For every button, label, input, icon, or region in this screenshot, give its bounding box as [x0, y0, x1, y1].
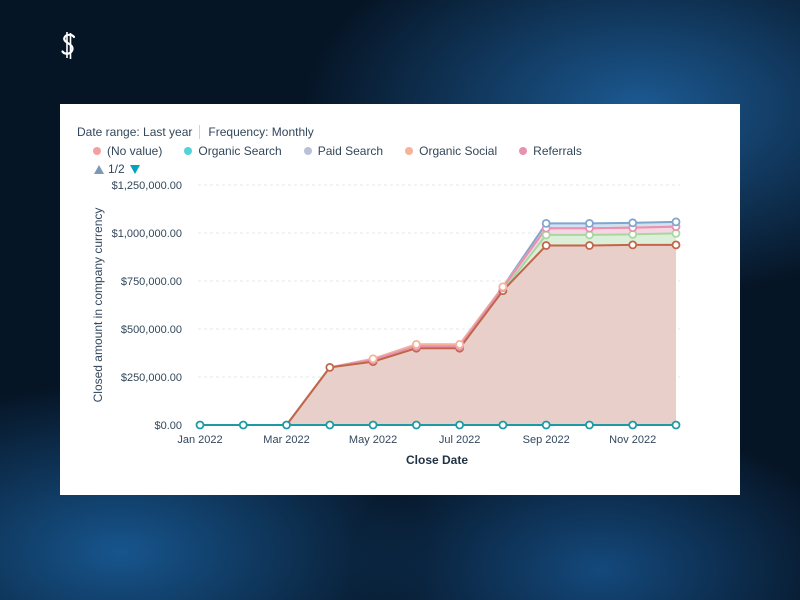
data-point [195, 420, 205, 430]
legend-dot [93, 147, 101, 155]
data-point [498, 282, 508, 292]
dollar-logo-icon [61, 32, 76, 59]
y-tick-label: $1,250,000.00 [112, 180, 182, 192]
data-point [325, 420, 335, 430]
legend-item-paid-search[interactable]: Paid Search [303, 144, 384, 158]
legend-item-organic-social[interactable]: Organic Social [405, 144, 497, 158]
data-point [628, 240, 638, 250]
x-tick-label: Sep 2022 [523, 434, 570, 446]
legend-label: (No value) [107, 144, 163, 158]
data-point [282, 420, 291, 430]
chart-lines [200, 220, 677, 426]
data-point [368, 354, 378, 364]
data-point [368, 420, 378, 430]
x-axis-ticks: Jan 2022 Mar 2022 May 2022 Jul 2022 Sep 2022… [177, 434, 656, 446]
chart-legend: (No value) Organic Search Paid Search Or… [93, 144, 604, 158]
data-point [585, 241, 594, 250]
legend-label: Organic Social [419, 144, 498, 158]
area--no-value- [200, 244, 676, 425]
chart-points [195, 217, 681, 430]
y-axis-title: Closed amount in company currency [91, 208, 105, 403]
data-point [455, 339, 465, 349]
data-point [585, 420, 594, 430]
x-tick-label: May 2022 [349, 434, 397, 446]
x-tick-label: Mar 2022 [263, 434, 309, 446]
frequency-filter[interactable]: Frequency: Monthly [208, 125, 314, 139]
data-point [541, 219, 551, 228]
data-point [455, 420, 465, 430]
legend-item-referrals[interactable]: Referrals [519, 144, 582, 158]
legend-dot [405, 147, 414, 155]
report-card: Date range: Last year Frequency: Monthly… [60, 104, 740, 495]
data-point [498, 420, 508, 430]
data-point [325, 362, 335, 372]
legend-label: Paid Search [317, 144, 384, 158]
y-tick-label: $0.00 [154, 420, 182, 432]
legend-next-arrow-icon[interactable] [129, 164, 140, 174]
y-axis-ticks: $0.00 $250,000.00 $500,000.00 $750,000.00 $1… [112, 180, 182, 432]
legend-page-indicator: 1/2 [108, 162, 125, 176]
area-chart: $0.00 $250,000.00 $500,000.00 $750,000.00 $1… [91, 180, 681, 467]
legend-item-organic-search[interactable]: Organic Search [184, 144, 282, 158]
y-tick-label: $1,000,000.00 [112, 228, 182, 240]
filter-divider [199, 125, 201, 139]
legend-dot [184, 147, 193, 155]
x-tick-label: Nov 2022 [609, 434, 656, 446]
data-point [541, 241, 551, 250]
y-tick-label: $750,000.00 [121, 276, 182, 288]
data-point [541, 420, 551, 430]
legend-label: Organic Search [198, 144, 282, 158]
data-point [585, 219, 594, 228]
x-tick-label: Jul 2022 [439, 434, 481, 446]
chart-areas [200, 221, 676, 425]
x-axis-title: Close Date [406, 453, 468, 467]
data-point [238, 420, 248, 430]
data-point [411, 420, 421, 430]
data-point [671, 217, 681, 227]
legend-prev-arrow-icon[interactable] [94, 164, 104, 174]
data-point [671, 240, 681, 250]
legend-pager: 1/2 [94, 162, 140, 176]
data-point [671, 420, 681, 430]
x-tick-label: Jan 2022 [177, 434, 222, 446]
y-tick-label: $500,000.00 [121, 324, 182, 336]
y-tick-label: $250,000.00 [121, 372, 182, 384]
legend-label: Referrals [533, 144, 582, 158]
legend-item-no-value[interactable]: (No value) [93, 144, 162, 158]
data-point [628, 218, 638, 228]
report-filters: Date range: Last year Frequency: Monthly [77, 125, 314, 139]
date-range-filter[interactable]: Date range: Last year [77, 125, 193, 139]
legend-dot [303, 147, 312, 155]
legend-dot [519, 147, 528, 155]
data-point [628, 420, 638, 430]
data-point [411, 339, 421, 349]
